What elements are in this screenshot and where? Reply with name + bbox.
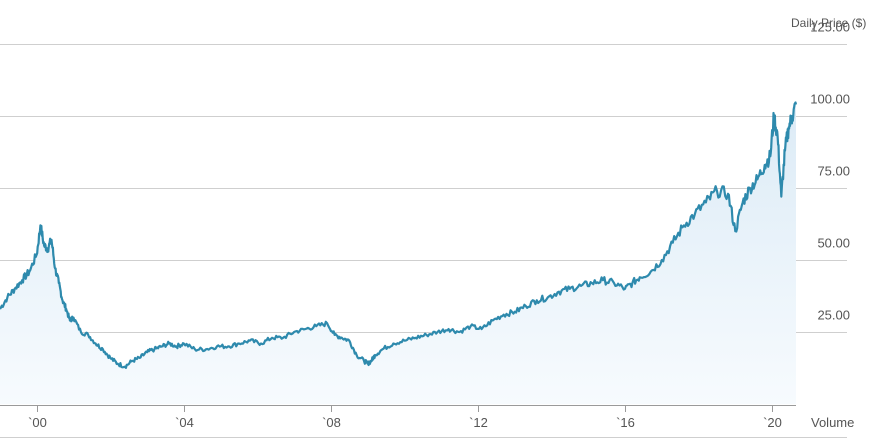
y-tick-label: 75.00 <box>817 164 850 179</box>
axes: `00 `04 `08 `12 `16 `20 <box>0 405 847 438</box>
x-tick-label: `08 <box>322 415 341 430</box>
x-tick-label: `16 <box>616 415 635 430</box>
price-area-fill <box>0 102 796 404</box>
price-area <box>0 102 796 404</box>
gridlines: 25.00 50.00 75.00 100.00 125.00 <box>0 20 850 333</box>
y-tick-label: 50.00 <box>817 236 850 251</box>
volume-label: Volume <box>811 415 854 430</box>
y-tick-label: 100.00 <box>810 92 850 107</box>
price-line <box>0 101 798 369</box>
y-tick-label: 125.00 <box>810 20 850 35</box>
x-tick-label: `20 <box>763 415 782 430</box>
y-axis-title: Daily Price ($) <box>791 16 866 30</box>
y-tick-label: 25.00 <box>817 308 850 323</box>
x-tick-label: `04 <box>175 415 194 430</box>
price-series <box>0 101 798 369</box>
x-tick-label: `12 <box>469 415 488 430</box>
x-tick-label: `00 <box>28 415 47 430</box>
